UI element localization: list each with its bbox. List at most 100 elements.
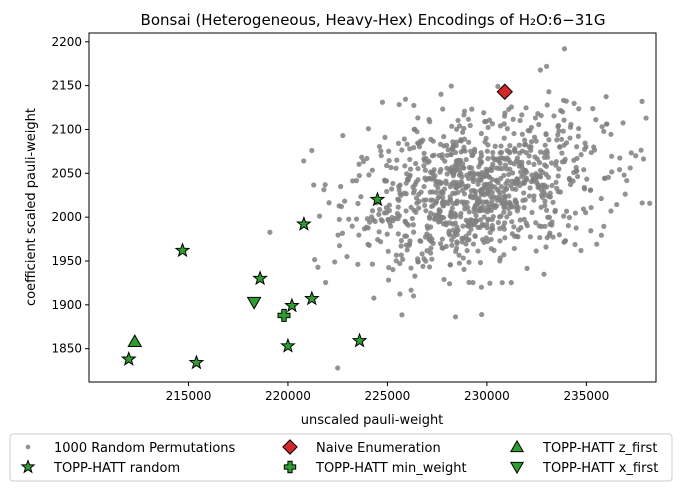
random-permutation-point	[470, 241, 477, 247]
random-permutation-point	[407, 172, 413, 178]
random-permutation-point	[464, 236, 470, 243]
random-permutation-point	[495, 219, 501, 226]
random-permutation-point	[463, 183, 469, 190]
random-permutation-point	[529, 209, 535, 216]
random-permutation-point	[385, 277, 392, 283]
point-topp-hatt-random	[280, 337, 296, 353]
random-permutation-point	[367, 219, 373, 225]
random-permutation-point	[369, 167, 375, 173]
random-permutation-point	[475, 224, 481, 230]
random-permutation-point	[489, 177, 495, 183]
random-permutation-point	[385, 248, 391, 254]
random-permutation-point	[379, 218, 385, 224]
random-permutation-point	[573, 164, 579, 171]
random-permutation-point	[478, 130, 484, 137]
random-permutation-point	[479, 311, 485, 318]
random-permutation-point	[421, 150, 427, 156]
random-permutation-point	[543, 244, 549, 250]
random-permutation-point	[514, 208, 521, 214]
random-permutation-point	[533, 248, 539, 254]
random-permutation-point	[399, 147, 405, 153]
random-permutation-point	[561, 46, 568, 52]
random-permutation-point	[522, 137, 528, 143]
random-permutation-point	[508, 104, 514, 110]
random-permutation-point	[476, 164, 482, 170]
random-permutation-point	[336, 216, 342, 223]
random-permutation-point	[407, 241, 413, 247]
random-permutation-point	[466, 139, 472, 145]
random-permutation-point	[309, 147, 315, 154]
random-permutation-point	[506, 149, 512, 155]
random-permutation-point	[469, 221, 475, 228]
random-permutation-point	[489, 121, 496, 127]
random-permutation-point	[477, 205, 483, 212]
random-permutation-point	[501, 135, 507, 141]
legend-marker	[25, 444, 31, 450]
random-permutation-point	[473, 213, 479, 219]
random-permutation-point	[389, 186, 395, 192]
random-permutation-point	[524, 265, 530, 271]
random-permutation-point	[544, 184, 550, 190]
random-permutation-point	[559, 159, 566, 165]
random-permutation-point	[456, 252, 462, 258]
random-permutation-point	[460, 223, 466, 229]
random-permutation-point	[392, 215, 398, 222]
random-permutation-point	[468, 165, 475, 171]
chart-title: Bonsai (Heterogeneous, Heavy-Hex) Encodi…	[141, 11, 606, 29]
random-permutation-point	[449, 123, 455, 129]
random-permutation-point	[447, 197, 453, 203]
random-permutation-point	[512, 233, 518, 239]
random-permutation-point	[488, 167, 495, 174]
random-permutation-point	[393, 252, 400, 258]
random-permutation-point	[523, 141, 529, 148]
random-permutation-point	[479, 190, 485, 196]
random-permutation-point	[448, 214, 454, 220]
random-permutation-point	[556, 232, 562, 238]
random-permutation-point	[531, 134, 538, 140]
random-permutation-point	[521, 216, 527, 222]
data-points	[120, 46, 653, 371]
legend-label: TOPP-HATT x_first	[542, 461, 658, 476]
random-permutation-point	[563, 208, 570, 214]
random-permutation-point	[547, 230, 553, 236]
random-permutation-point	[459, 181, 465, 187]
random-permutation-point	[416, 191, 422, 197]
point-topp-hatt-z-first	[127, 334, 143, 348]
y-tick-label: 2200	[51, 35, 82, 49]
random-permutation-point	[501, 209, 507, 215]
random-permutation-point	[478, 153, 485, 159]
random-permutation-point	[548, 160, 555, 166]
random-permutation-point	[465, 219, 471, 225]
random-permutation-point	[355, 261, 361, 267]
random-permutation-point	[536, 121, 542, 128]
random-permutation-point	[428, 245, 434, 251]
random-permutation-point	[429, 171, 436, 177]
random-permutation-point	[483, 166, 489, 172]
random-permutation-point	[483, 235, 489, 241]
legend-marker	[20, 459, 36, 474]
random-permutation-point	[311, 182, 317, 188]
random-permutation-point	[555, 173, 561, 179]
random-permutation-point	[427, 250, 434, 256]
random-permutation-point	[475, 248, 481, 254]
random-permutation-point	[335, 365, 341, 371]
random-permutation-point	[402, 233, 408, 239]
random-permutation-point	[447, 184, 454, 190]
random-permutation-point	[480, 199, 486, 205]
random-permutation-point	[382, 177, 388, 183]
random-permutation-point	[502, 235, 508, 241]
random-permutation-point	[494, 197, 501, 203]
random-permutation-point	[424, 223, 430, 229]
random-permutation-point	[428, 197, 434, 203]
random-permutation-point	[438, 91, 444, 97]
random-permutation-point	[477, 217, 484, 223]
random-permutation-point	[542, 162, 548, 168]
random-permutation-point	[593, 117, 599, 123]
random-permutation-point	[647, 200, 653, 206]
random-permutation-point	[346, 216, 352, 222]
random-permutation-point	[426, 158, 432, 164]
legend-label: 1000 Random Permutations	[54, 441, 236, 456]
random-permutation-point	[468, 226, 474, 232]
random-permutation-point	[510, 116, 516, 122]
random-permutation-point	[321, 187, 327, 193]
